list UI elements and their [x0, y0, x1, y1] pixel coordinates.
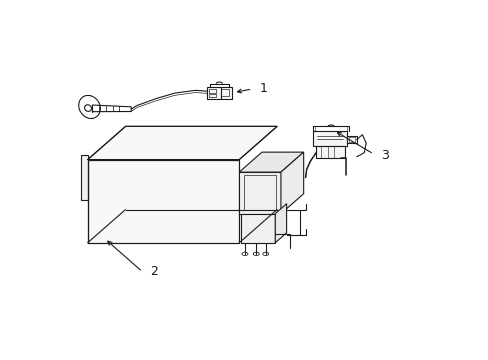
Polygon shape — [87, 159, 239, 243]
Polygon shape — [241, 214, 275, 243]
Text: 3: 3 — [381, 149, 388, 162]
Polygon shape — [81, 155, 87, 199]
Polygon shape — [239, 172, 280, 214]
Text: 2: 2 — [150, 265, 158, 278]
Text: 1: 1 — [260, 82, 267, 95]
Polygon shape — [316, 146, 344, 158]
Polygon shape — [312, 131, 346, 146]
Polygon shape — [206, 87, 231, 99]
Polygon shape — [280, 152, 303, 214]
Polygon shape — [275, 204, 286, 243]
Polygon shape — [239, 152, 303, 172]
Polygon shape — [87, 126, 277, 159]
